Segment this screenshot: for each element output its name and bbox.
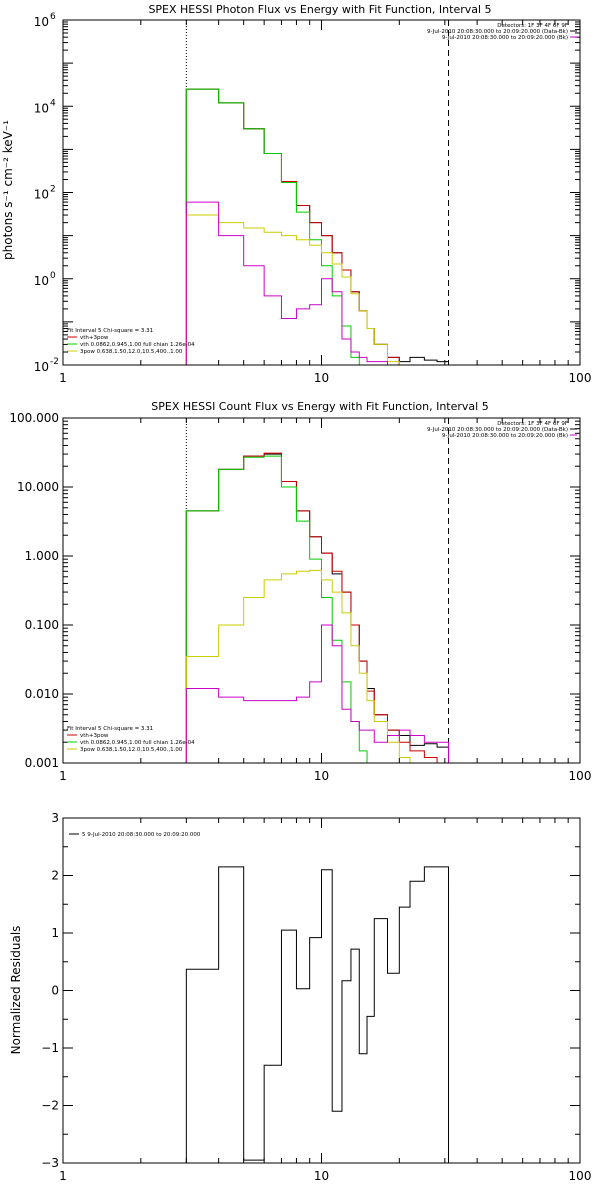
y-tick-label: 2 — [51, 869, 59, 883]
y-axis-label: Normalized Residuals — [9, 926, 23, 1055]
count-flux-panel: SPEX HESSI Count Flux vs Energy with Fit… — [9, 400, 591, 783]
series-group — [185, 866, 450, 1163]
y-tick-label: −1 — [41, 1041, 59, 1055]
series-line-0 — [185, 453, 450, 763]
series-line-4 — [185, 624, 450, 763]
photon-flux-panel: SPEX HESSI Photon Flux vs Energy with Fi… — [1, 3, 591, 385]
y-axis-label: photons s⁻¹ cm⁻² keV⁻¹ — [1, 120, 15, 260]
plot-frame — [62, 19, 581, 366]
y-tick-label-exponent: 6 — [50, 12, 56, 22]
y-tick-label-exponent: 0 — [50, 271, 56, 281]
series-line-3 — [185, 214, 449, 365]
y-tick-label-exponent: 4 — [50, 98, 56, 108]
x-tick-label: 1 — [59, 371, 67, 385]
x-tick-label: 1 — [59, 1169, 67, 1183]
y-tick-label: 0.100 — [25, 618, 59, 632]
legend-top-right-text: Detectors: 1F 3F 4F 6F 9F — [497, 23, 568, 29]
y-tick-label-base: 10 — [34, 188, 49, 202]
legend-bottom-left-text: vth+3pow — [80, 335, 109, 341]
series-line-0 — [185, 88, 450, 365]
legend-bottom-left-text: vth 0.0862,0.945,1.00 full chian 1.26e-0… — [80, 740, 195, 746]
panel-title: SPEX HESSI Photon Flux vs Energy with Fi… — [148, 3, 491, 16]
y-tick-label: 0.001 — [25, 756, 59, 770]
series-line-4 — [185, 201, 449, 365]
legend-bottom-left-text: 3pow 0.638,1.50,12.0,10.5,400.,1.00 — [80, 349, 183, 355]
plot-frame — [62, 817, 581, 1164]
y-tick-label: 100.000 — [9, 411, 59, 425]
x-tick-label: 10 — [314, 769, 329, 783]
legend-top-right-text: 9-Jul-2010 20:08:30.000 to 20:09:20.000 … — [427, 427, 568, 433]
y-tick-label-exponent: 2 — [50, 185, 56, 195]
legend-top-left-text: 5 9-Jul-2010 20:08:30.000 to 20:09:20.00… — [82, 832, 201, 838]
y-tick-label: 1 — [51, 926, 59, 940]
legend-bottom-left-text: vth 0.0862,0.945,1.00 full chian 1.26e-0… — [80, 342, 195, 348]
legend-top-right-text: 9-Jul-2010 20:08:30.000 to 20:09:20.000 … — [427, 29, 568, 35]
series-group — [185, 88, 450, 365]
x-tick-label: 10 — [314, 1169, 329, 1183]
y-tick-label: 3 — [51, 811, 59, 825]
legend-top-right-text: 9-Jul-2010 20:08:30.000 to 20:09:20.000 … — [442, 433, 568, 439]
series-line-1 — [185, 452, 449, 763]
series-group — [185, 452, 450, 763]
x-tick-label: 100 — [569, 371, 592, 385]
x-tick-label: 100 — [569, 1169, 592, 1183]
x-tick-label: 10 — [314, 371, 329, 385]
panel-title: SPEX HESSI Count Flux vs Energy with Fit… — [151, 400, 488, 413]
plot-frame — [62, 417, 581, 764]
y-tick-label: 1.000 — [25, 549, 59, 563]
legend-top-right-text: Detectors: 1F 3F 4F 6F 9F — [497, 421, 568, 427]
legend-bottom-left-text: vth+3pow — [80, 733, 109, 739]
series-line-2 — [185, 455, 449, 763]
y-tick-label-base: 10 — [34, 15, 49, 29]
y-tick-label-base: 10 — [34, 274, 49, 288]
y-tick-label-exponent: -2 — [50, 357, 59, 367]
series-line-1 — [185, 88, 449, 365]
legend-bottom-left-text: Fit Interval 5 Chi-square = 3.31 — [67, 328, 153, 334]
series-line-3 — [185, 569, 449, 763]
legend-top-right-text: 9-Jul-2010 20:08:30.000 to 20:09:20.000 … — [442, 35, 568, 41]
legend-bottom-left-text: Fit Interval 5 Chi-square = 3.31 — [67, 726, 153, 732]
y-tick-label: 0.010 — [25, 687, 59, 701]
legend-bottom-left-text: 3pow 0.638,1.50,12.0,10.5,400.,1.00 — [80, 747, 183, 753]
y-tick-label-base: 10 — [34, 360, 49, 374]
residuals-panel: Normalized Residuals 1 10 100 −3 −2 −1 0 1 2 3 5 9… — [9, 811, 591, 1183]
y-tick-label: 0 — [51, 984, 59, 998]
x-tick-label: 100 — [569, 769, 592, 783]
y-tick-label: −3 — [41, 1156, 59, 1170]
x-tick-label: 1 — [59, 769, 67, 783]
series-line-0 — [185, 866, 450, 1163]
y-tick-label: −2 — [41, 1099, 59, 1113]
y-tick-label: 10.000 — [17, 480, 59, 494]
series-line-2 — [185, 88, 449, 365]
y-tick-label-base: 10 — [34, 101, 49, 115]
